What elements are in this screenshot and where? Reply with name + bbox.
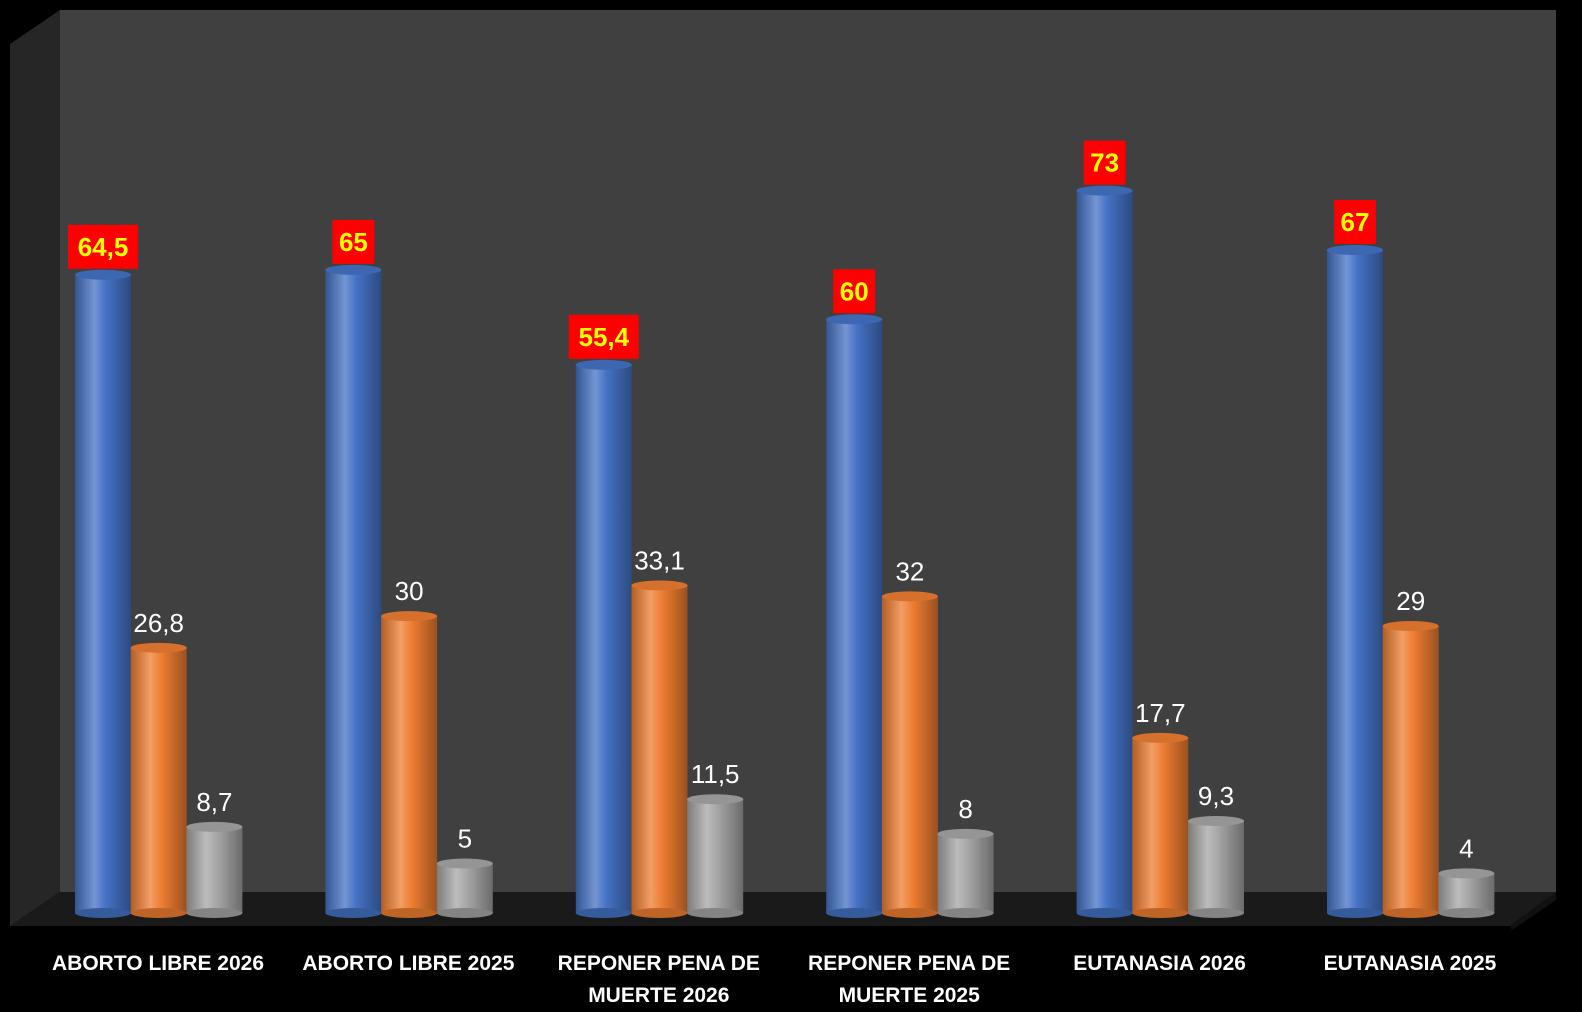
data-label: 67: [1341, 207, 1370, 237]
x-tick-label: ABORTO LIBRE 2025: [302, 952, 515, 975]
bar-top: [826, 314, 883, 325]
bar-base: [75, 908, 131, 918]
chart-side-wall: [10, 10, 60, 926]
bar-body: [1188, 820, 1244, 913]
bar-base: [1327, 908, 1383, 918]
x-tick-label: EUTANASIA 2025: [1323, 952, 1497, 975]
bar-base: [381, 908, 438, 918]
bar-top: [130, 642, 187, 653]
bar-base: [826, 908, 883, 918]
bar-base: [436, 908, 493, 918]
bar-base: [881, 908, 938, 918]
bar-body: [325, 269, 382, 913]
bar-body: [575, 364, 632, 913]
bar-top: [325, 264, 382, 275]
bar-top: [631, 580, 688, 591]
x-tick-label: ABORTO LIBRE 2026: [52, 952, 264, 975]
bar-body: [1438, 873, 1495, 913]
data-label: 11,5: [691, 759, 740, 789]
data-label: 73: [1090, 148, 1119, 178]
data-label: 32: [895, 556, 924, 586]
chart-floor-edge: [1510, 892, 1556, 930]
bar-body: [937, 833, 994, 913]
bar-top: [1438, 868, 1495, 879]
bar-body: [631, 585, 688, 913]
bar-top: [1132, 732, 1189, 743]
data-label: 26,8: [133, 608, 184, 638]
bar-body: [687, 799, 744, 913]
x-tick-label: REPONER PENA DE MUERTE 2026: [557, 952, 760, 1007]
bar-top: [687, 794, 744, 805]
bar-base: [1132, 908, 1189, 918]
data-label: 55,4: [578, 322, 629, 352]
bar-base: [130, 908, 187, 918]
x-tick-label: REPONER PENA DE MUERTE 2025: [808, 952, 1011, 1007]
bar-base: [1076, 908, 1133, 918]
data-label: 4: [1459, 833, 1473, 863]
bar-body: [1132, 737, 1189, 913]
data-label: 8,7: [196, 787, 232, 817]
data-label: 33,1: [634, 545, 685, 575]
bar-body: [881, 596, 938, 913]
bar-base: [1438, 908, 1495, 918]
bar-body: [186, 826, 243, 913]
data-label: 8: [958, 794, 972, 824]
data-label: 17,7: [1135, 698, 1186, 728]
bar-base: [325, 908, 382, 918]
bar-top: [881, 591, 938, 602]
bar-top: [1076, 185, 1133, 196]
data-label: 9,3: [1198, 781, 1234, 811]
bar-body: [436, 863, 493, 913]
bar-body: [130, 647, 187, 913]
bar-top: [186, 821, 243, 832]
bar-top: [1188, 815, 1244, 826]
data-label: 64,5: [78, 232, 129, 262]
bar-top: [575, 359, 632, 370]
bar-body: [381, 616, 438, 913]
bar-body: [75, 274, 131, 914]
bar-base: [631, 908, 688, 918]
bar-base: [687, 908, 744, 918]
data-label-box: [332, 219, 375, 264]
data-label-box: [1334, 200, 1376, 245]
data-label: 30: [395, 576, 424, 606]
bar-top: [1327, 245, 1383, 256]
data-label: 5: [458, 824, 472, 854]
bar-top: [381, 611, 438, 622]
bar-base: [575, 908, 632, 918]
bar-top: [1382, 621, 1439, 632]
bar-top: [937, 828, 994, 839]
data-label: 65: [339, 227, 368, 257]
bar-base: [1188, 908, 1244, 918]
data-label-box: [1083, 140, 1126, 185]
bar-top: [436, 858, 493, 869]
bar-top: [75, 269, 131, 280]
data-label-box: [568, 314, 639, 359]
bar-body: [1327, 250, 1383, 913]
data-label-box: [68, 224, 138, 269]
x-tick-label: EUTANASIA 2026: [1073, 952, 1246, 975]
bar-base: [1382, 908, 1439, 918]
bar-body: [1382, 626, 1439, 913]
bar-body: [826, 319, 883, 913]
data-label: 29: [1396, 586, 1425, 616]
bar-base: [937, 908, 994, 918]
data-label-box: [833, 269, 876, 314]
bar-base: [186, 908, 243, 918]
data-label: 60: [840, 276, 869, 306]
bar-body: [1076, 190, 1133, 914]
